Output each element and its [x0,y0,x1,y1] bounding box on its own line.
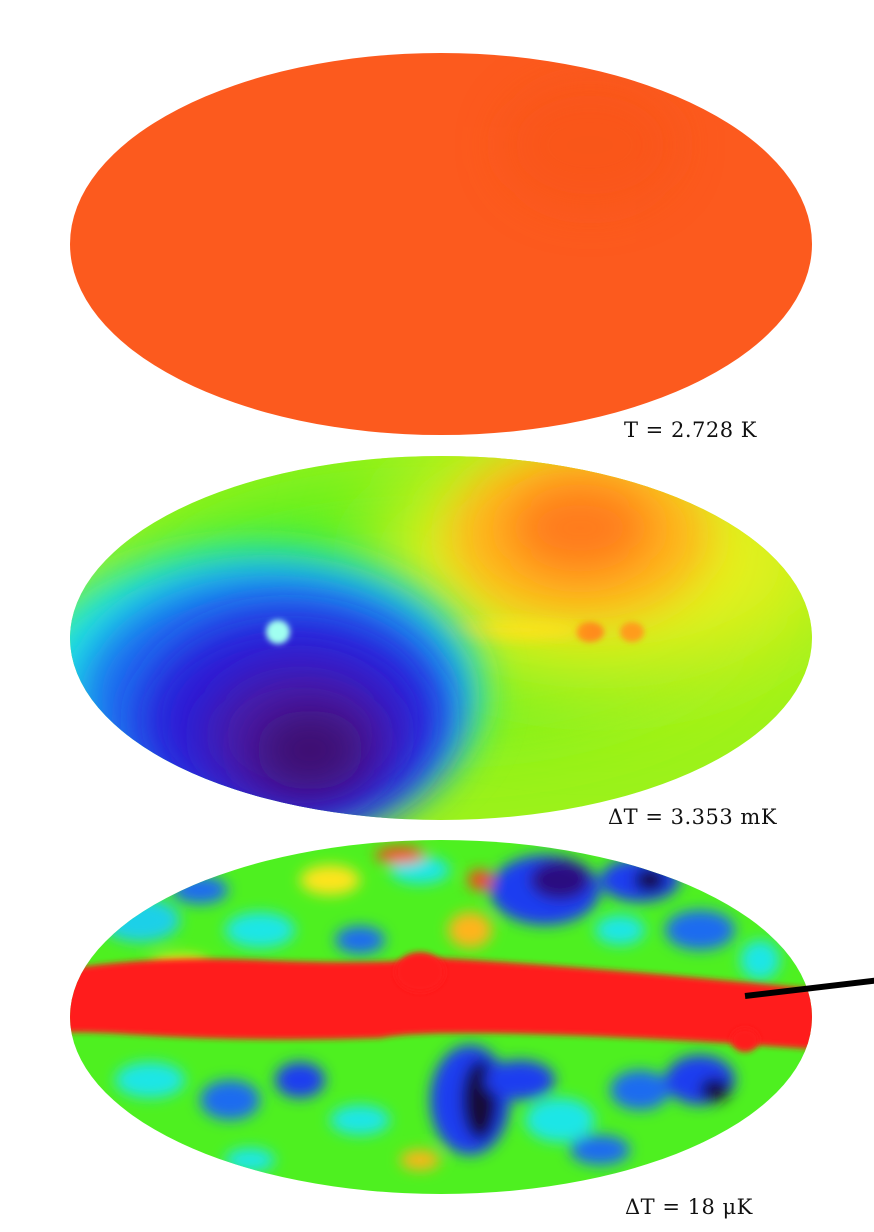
sky-map-fluctuations [70,840,812,1194]
sky-map-dipole [70,456,812,820]
pointer-line [744,977,874,999]
map-label-fluctuations: ΔT = 18 μK [625,1195,753,1219]
sky-map-uniform [70,53,812,435]
map-label-uniform: T = 2.728 K [624,418,757,442]
map-label-dipole: ΔT = 3.353 mK [608,805,778,829]
